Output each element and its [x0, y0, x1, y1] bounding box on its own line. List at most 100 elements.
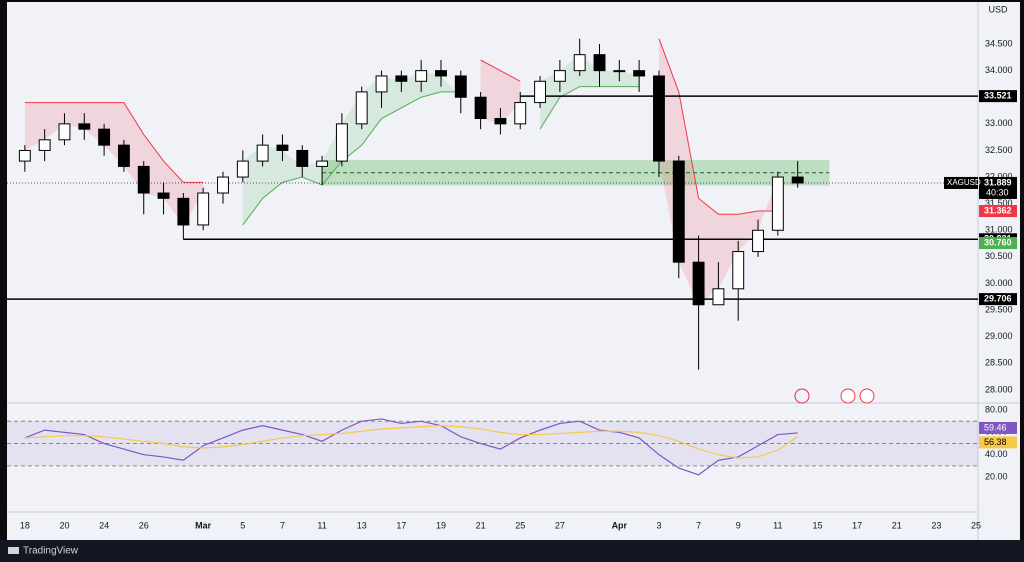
candle-body [137, 165, 150, 194]
candle-body [395, 75, 408, 82]
y-tick-label: 31.500 [985, 198, 1013, 208]
price-label-box [979, 237, 1017, 250]
y-tick-label: 30.500 [985, 251, 1013, 261]
candle-body [355, 91, 368, 125]
candle-body [435, 70, 447, 77]
footer [0, 540, 1024, 562]
event-icon[interactable] [794, 388, 810, 404]
band-fill [658, 38, 778, 305]
candle-body [296, 149, 309, 167]
candle-body [573, 54, 586, 72]
y-tick-label: 34.000 [985, 65, 1013, 75]
x-tick-label: 3 [656, 520, 661, 530]
rsi-tick-label: 80.00 [985, 404, 1008, 414]
x-tick-label: 7 [696, 520, 701, 530]
candle-body [553, 70, 566, 82]
x-tick-label: 23 [931, 520, 941, 530]
candle-body [117, 144, 130, 167]
candle-body [494, 118, 507, 125]
logo [8, 547, 19, 554]
brand: TradingView [23, 546, 79, 557]
x-tick-label: 26 [139, 520, 149, 530]
supertrend-line [539, 86, 640, 130]
rsi-line [24, 418, 798, 476]
x-tick-label: 13 [357, 520, 367, 530]
price-label: 31.889 [984, 177, 1012, 187]
rsi-label-box [979, 421, 1017, 434]
band-fill [242, 70, 461, 225]
y-tick-label: 29.000 [985, 331, 1013, 341]
candle-body [474, 96, 487, 120]
countdown: 40:30 [986, 187, 1009, 197]
candle-body [236, 160, 249, 178]
y-tick-label: 31.000 [985, 225, 1013, 235]
price-label: 33.521 [984, 91, 1012, 101]
candle-body [672, 160, 685, 263]
x-tick-label: 25 [971, 520, 981, 530]
x-tick-label: 9 [736, 520, 741, 530]
symbol: XAGUSD [947, 178, 981, 187]
rsi-label-box [979, 436, 1017, 449]
x-tick-label: 15 [812, 520, 822, 530]
event-icon[interactable] [840, 388, 856, 404]
currency: USD [988, 4, 1008, 14]
candle-body [791, 176, 804, 184]
candle-body [78, 123, 91, 130]
candle-body [653, 75, 665, 162]
supertrend-line [24, 102, 204, 183]
x-tick-label: 20 [59, 520, 69, 530]
y-tick-label: 30.000 [985, 278, 1013, 288]
x-tick-label: 21 [476, 520, 486, 530]
candle-body [454, 75, 467, 98]
rsi-tick-label: 20.00 [985, 471, 1008, 481]
event-icon[interactable] [859, 388, 875, 404]
x-tick-label: 11 [317, 520, 326, 530]
x-tick-label: Apr [612, 520, 628, 530]
y-tick-label: 34.500 [985, 38, 1013, 48]
candle-body [157, 192, 170, 199]
price-label-box [979, 205, 1017, 218]
x-tick-label: 25 [515, 520, 525, 530]
y-tick-label: 33.000 [985, 118, 1013, 128]
y-tick-label: 29.500 [985, 304, 1013, 314]
price-label: 30.760 [984, 237, 1012, 247]
candle-body [217, 176, 229, 194]
candle-body [58, 123, 71, 141]
price-label-box [979, 176, 1017, 199]
supertrend-line [658, 38, 778, 215]
x-tick-label: 21 [892, 520, 902, 530]
candle-body [335, 123, 348, 162]
candle-body [375, 75, 388, 93]
candle-body [752, 229, 764, 253]
x-tick-label: 19 [436, 520, 446, 530]
rsi-line [24, 425, 799, 459]
price-label: 31.362 [984, 205, 1012, 215]
candle-body [98, 128, 111, 146]
supertrend-line [242, 91, 461, 226]
price-label-box [979, 293, 1017, 306]
symbol-box [944, 176, 978, 189]
candle-body [712, 288, 725, 306]
x-tick-label: 17 [852, 520, 862, 530]
candle-body [177, 197, 190, 226]
candle-body [18, 149, 31, 162]
rsi-label: 59.46 [984, 422, 1007, 432]
background [7, 2, 1020, 540]
price-label-box [979, 90, 1017, 103]
x-tick-label: 5 [240, 520, 245, 530]
rsi-tick-label: 40.00 [985, 449, 1008, 459]
y-tick-label: 32.000 [985, 171, 1013, 181]
candle-body [514, 102, 527, 125]
candle-body [316, 160, 329, 167]
x-tick-label: Mar [195, 520, 212, 530]
y-tick-label: 28.000 [985, 384, 1013, 394]
candle-body [256, 144, 269, 162]
candle-body [593, 54, 606, 72]
candle-body [732, 251, 745, 290]
supertrend-line [480, 59, 521, 82]
candle-body [771, 176, 784, 231]
y-tick-label: 32.500 [985, 145, 1013, 155]
y-tick-label: 28.500 [985, 358, 1013, 368]
candle-body [38, 139, 51, 151]
